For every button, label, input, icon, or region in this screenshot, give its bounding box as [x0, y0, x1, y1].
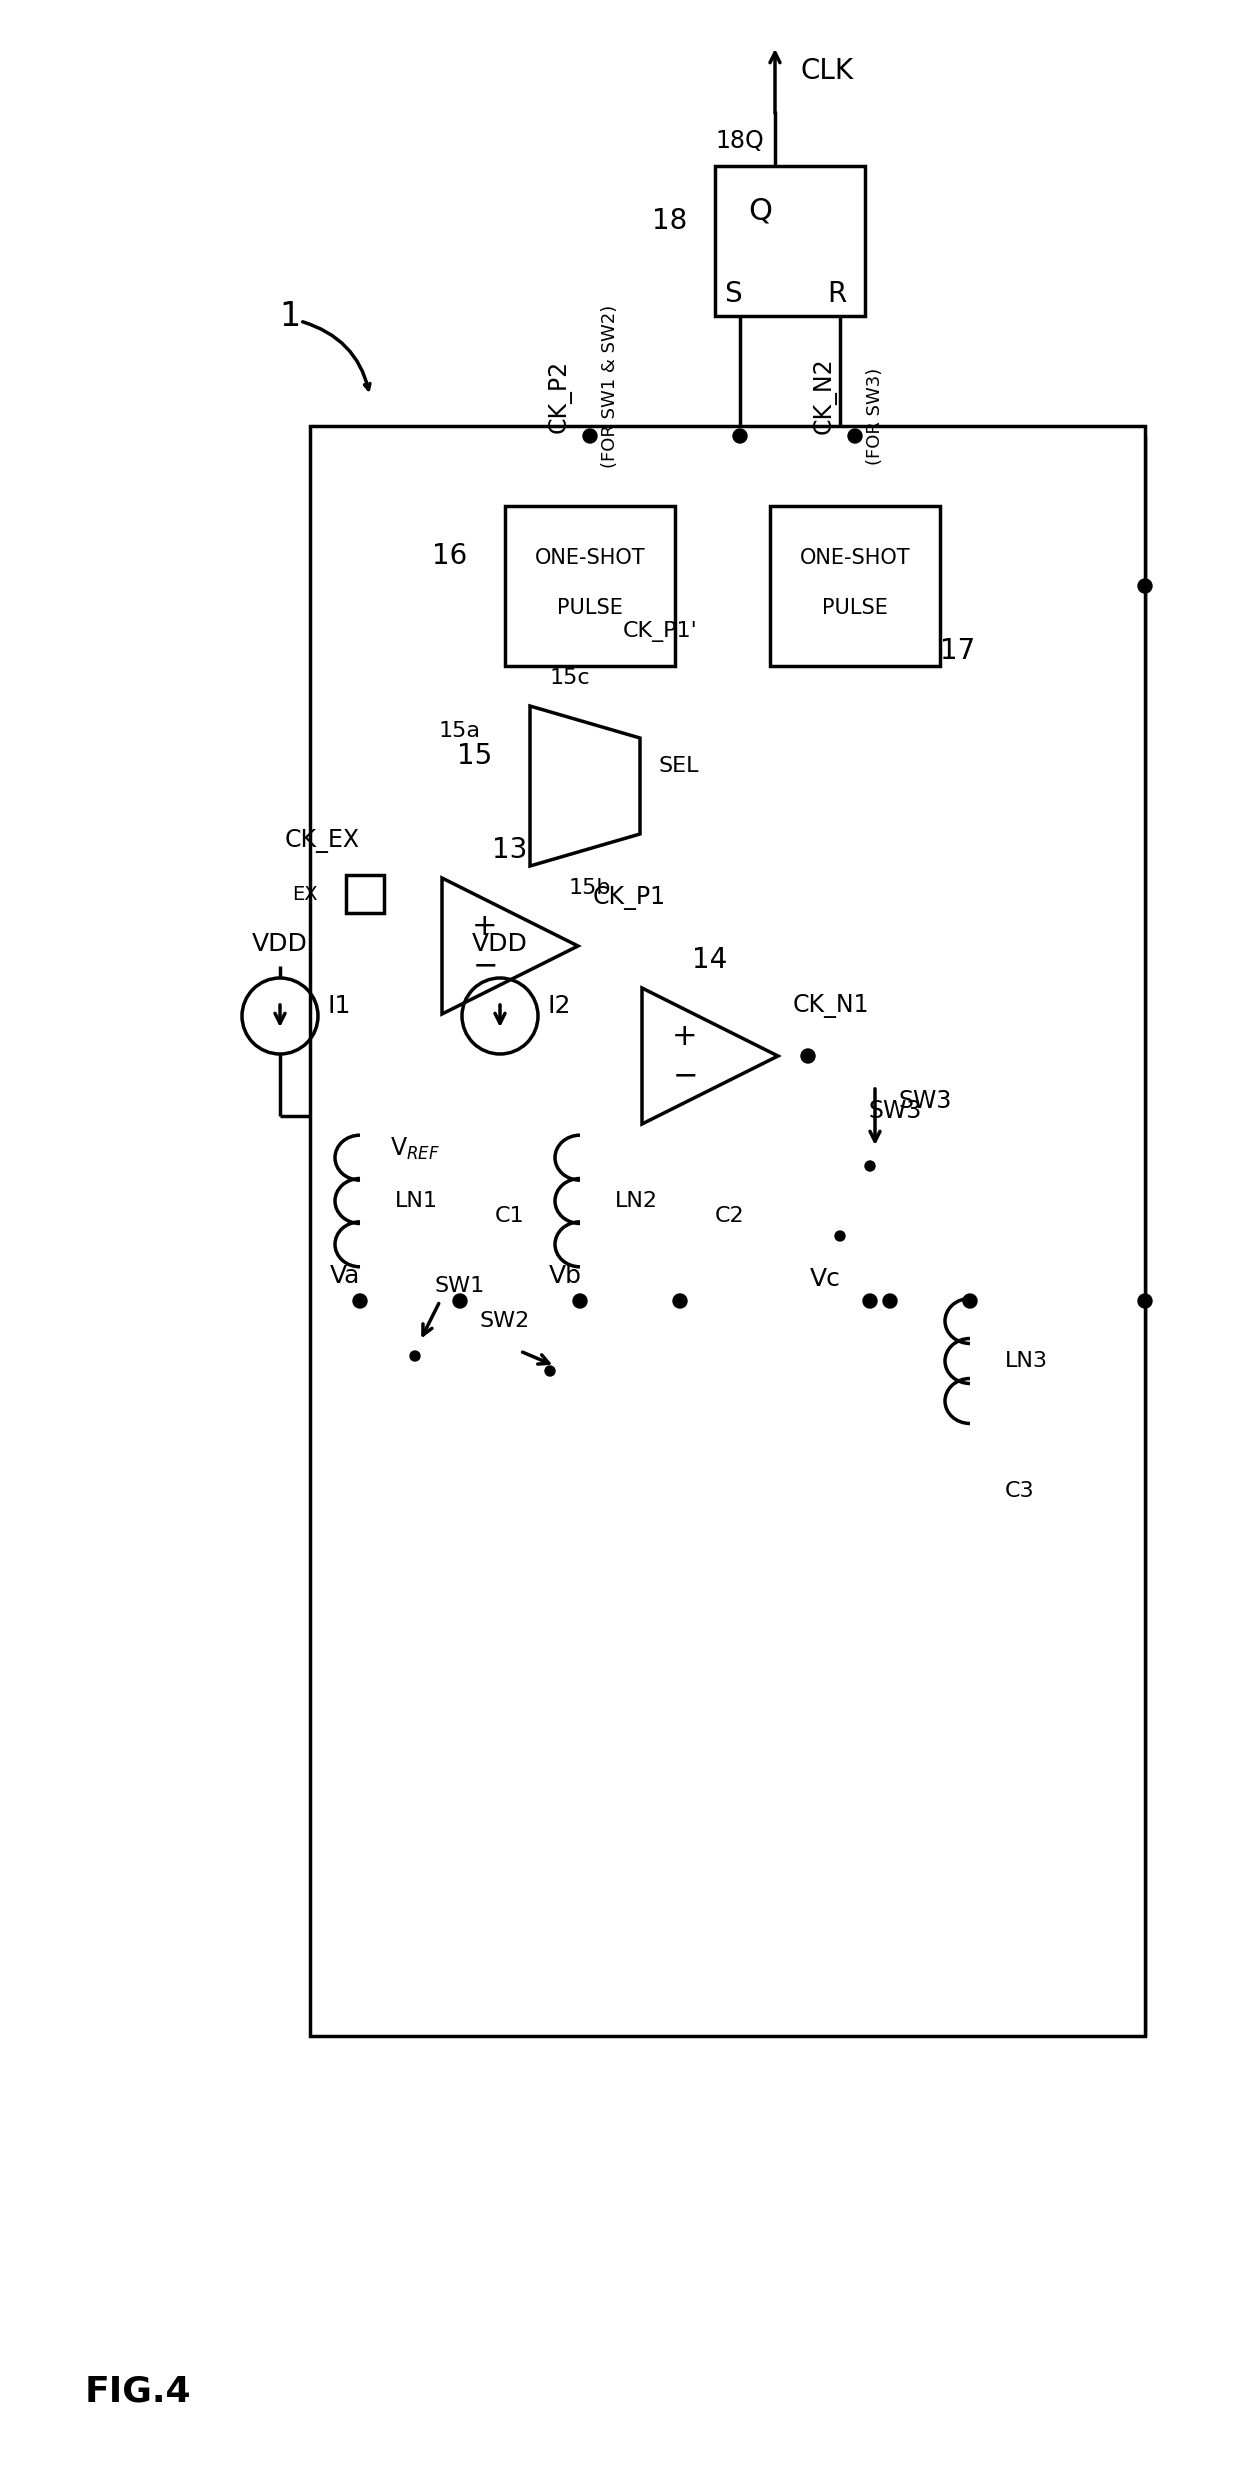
Text: Va: Va [330, 1263, 360, 1288]
Text: I1: I1 [329, 994, 351, 1017]
Text: 18: 18 [652, 206, 688, 236]
Circle shape [963, 1295, 977, 1308]
Circle shape [353, 1295, 367, 1308]
Text: S: S [724, 281, 742, 308]
Circle shape [573, 1295, 587, 1308]
Circle shape [801, 1049, 815, 1064]
Text: SW3: SW3 [898, 1089, 951, 1114]
Text: V$_{REF}$: V$_{REF}$ [391, 1136, 440, 1161]
Text: 1: 1 [279, 298, 300, 333]
Circle shape [1138, 1295, 1152, 1308]
Circle shape [733, 430, 746, 443]
Text: 15c: 15c [549, 669, 590, 689]
Text: CK_N1: CK_N1 [794, 994, 869, 1017]
Text: ONE-SHOT: ONE-SHOT [800, 547, 910, 567]
Text: 14: 14 [692, 947, 728, 975]
Text: CLK: CLK [800, 57, 853, 85]
Circle shape [835, 1231, 844, 1241]
Text: FIG.4: FIG.4 [86, 2374, 192, 2409]
Circle shape [866, 1161, 875, 1171]
Text: Vb: Vb [548, 1263, 582, 1288]
Circle shape [1138, 579, 1152, 594]
Text: 15a: 15a [439, 721, 481, 741]
Bar [346, 875, 384, 912]
Circle shape [583, 430, 596, 443]
Text: PULSE: PULSE [822, 599, 888, 619]
Text: Vc: Vc [810, 1268, 841, 1290]
Bar [770, 507, 940, 666]
Text: VDD: VDD [252, 932, 308, 957]
Text: CK_EX: CK_EX [285, 828, 360, 853]
Circle shape [410, 1350, 420, 1360]
Text: CK_P1': CK_P1' [622, 622, 698, 641]
Text: EX: EX [293, 885, 317, 902]
Bar [310, 425, 1145, 2036]
Text: C1: C1 [495, 1206, 525, 1226]
Text: LN2: LN2 [615, 1191, 658, 1211]
Circle shape [355, 1295, 365, 1305]
Text: 13: 13 [492, 835, 528, 865]
Text: SW2: SW2 [480, 1310, 531, 1330]
Text: (FOR SW3): (FOR SW3) [866, 368, 884, 465]
Text: 18Q: 18Q [715, 129, 764, 154]
Text: 16: 16 [433, 542, 467, 569]
Text: PULSE: PULSE [557, 599, 622, 619]
Bar [715, 167, 866, 316]
Text: SEL: SEL [658, 756, 698, 776]
Text: LN1: LN1 [396, 1191, 438, 1211]
Text: SW3: SW3 [868, 1099, 921, 1124]
Text: LN3: LN3 [1004, 1350, 1048, 1370]
Text: I2: I2 [548, 994, 572, 1017]
Text: −: − [472, 952, 497, 979]
Circle shape [546, 1365, 556, 1375]
Text: 15: 15 [458, 741, 492, 771]
Text: Q: Q [748, 196, 773, 226]
Text: −: − [672, 1062, 698, 1091]
Text: CK_P2: CK_P2 [548, 360, 572, 433]
Circle shape [673, 1295, 687, 1308]
Text: 15b: 15b [569, 878, 611, 897]
Text: 17: 17 [940, 636, 976, 664]
Text: +: + [472, 912, 497, 940]
Bar [505, 507, 675, 666]
Text: C2: C2 [715, 1206, 745, 1226]
Circle shape [848, 430, 862, 443]
Circle shape [575, 1295, 585, 1305]
Text: R: R [827, 281, 847, 308]
Text: +: + [672, 1022, 698, 1052]
Text: VDD: VDD [472, 932, 528, 957]
Text: C3: C3 [1004, 1482, 1034, 1502]
Text: CK_N2: CK_N2 [813, 358, 837, 435]
Text: (FOR SW1 & SW2): (FOR SW1 & SW2) [601, 303, 619, 467]
Circle shape [883, 1295, 897, 1308]
Circle shape [863, 1295, 877, 1308]
Text: ONE-SHOT: ONE-SHOT [534, 547, 645, 567]
Text: SW1: SW1 [435, 1275, 485, 1295]
Circle shape [453, 1295, 467, 1308]
Text: CK_P1: CK_P1 [593, 885, 666, 910]
